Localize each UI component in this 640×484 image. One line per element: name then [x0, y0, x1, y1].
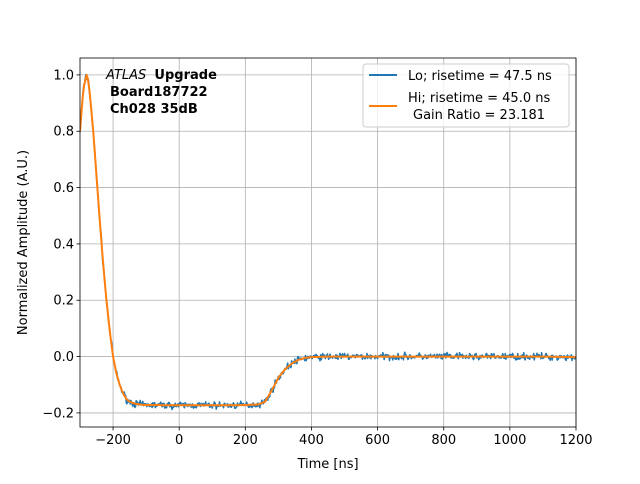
atlas-annotation: ATLAS Upgrade Board187722 Ch028 35dB [105, 68, 217, 117]
y-tick-label: 0.0 [53, 350, 74, 365]
x-tick-label: 600 [365, 433, 390, 448]
x-axis-label: Time [ns] [296, 457, 358, 472]
x-tick-label: 400 [299, 433, 324, 448]
annotation-line-1: ATLAS Upgrade [105, 68, 217, 83]
annotation-line-2: Board187722 [110, 85, 208, 100]
axes-frame [79, 57, 577, 428]
legend-box [362, 63, 570, 128]
series-hi-line [80, 73, 576, 407]
legend-label-lo: Lo; risetime = 47.5 ns [408, 69, 552, 84]
x-tick-label: 1200 [559, 433, 592, 448]
y-tick-label: 0.4 [53, 237, 74, 252]
annotation-upgrade-bold: Upgrade [154, 68, 217, 83]
y-tick-label: 0.8 [53, 125, 74, 140]
annotation-atlas-italic: ATLAS [105, 68, 146, 83]
x-tick-label: 200 [233, 433, 258, 448]
legend-label-hi: Hi; risetime = 45.0 ns [408, 91, 550, 106]
series-layer [80, 73, 576, 411]
legend: Lo; risetime = 47.5 ns Hi; risetime = 45… [362, 63, 570, 128]
y-tick-label: 0.2 [53, 294, 74, 309]
ticks-layer: −200 0 200 400 600 800 1000 1200 −0.2 0.0 0.2 0.4 0.… [42, 68, 592, 448]
legend-label-gain-ratio: Gain Ratio = 23.181 [413, 108, 545, 123]
y-tick-label: 1.0 [53, 68, 74, 83]
y-axis-label: Normalized Amplitude (A.U.) [16, 150, 31, 335]
x-tick-label: 800 [431, 433, 456, 448]
x-tick-label: 1000 [493, 433, 526, 448]
annotation-line-3: Ch028 35dB [110, 102, 198, 117]
x-tick-label: −200 [95, 433, 131, 448]
y-tick-label: 0.6 [53, 181, 74, 196]
y-tick-label: −0.2 [42, 406, 74, 421]
x-tick-label: 0 [175, 433, 183, 448]
